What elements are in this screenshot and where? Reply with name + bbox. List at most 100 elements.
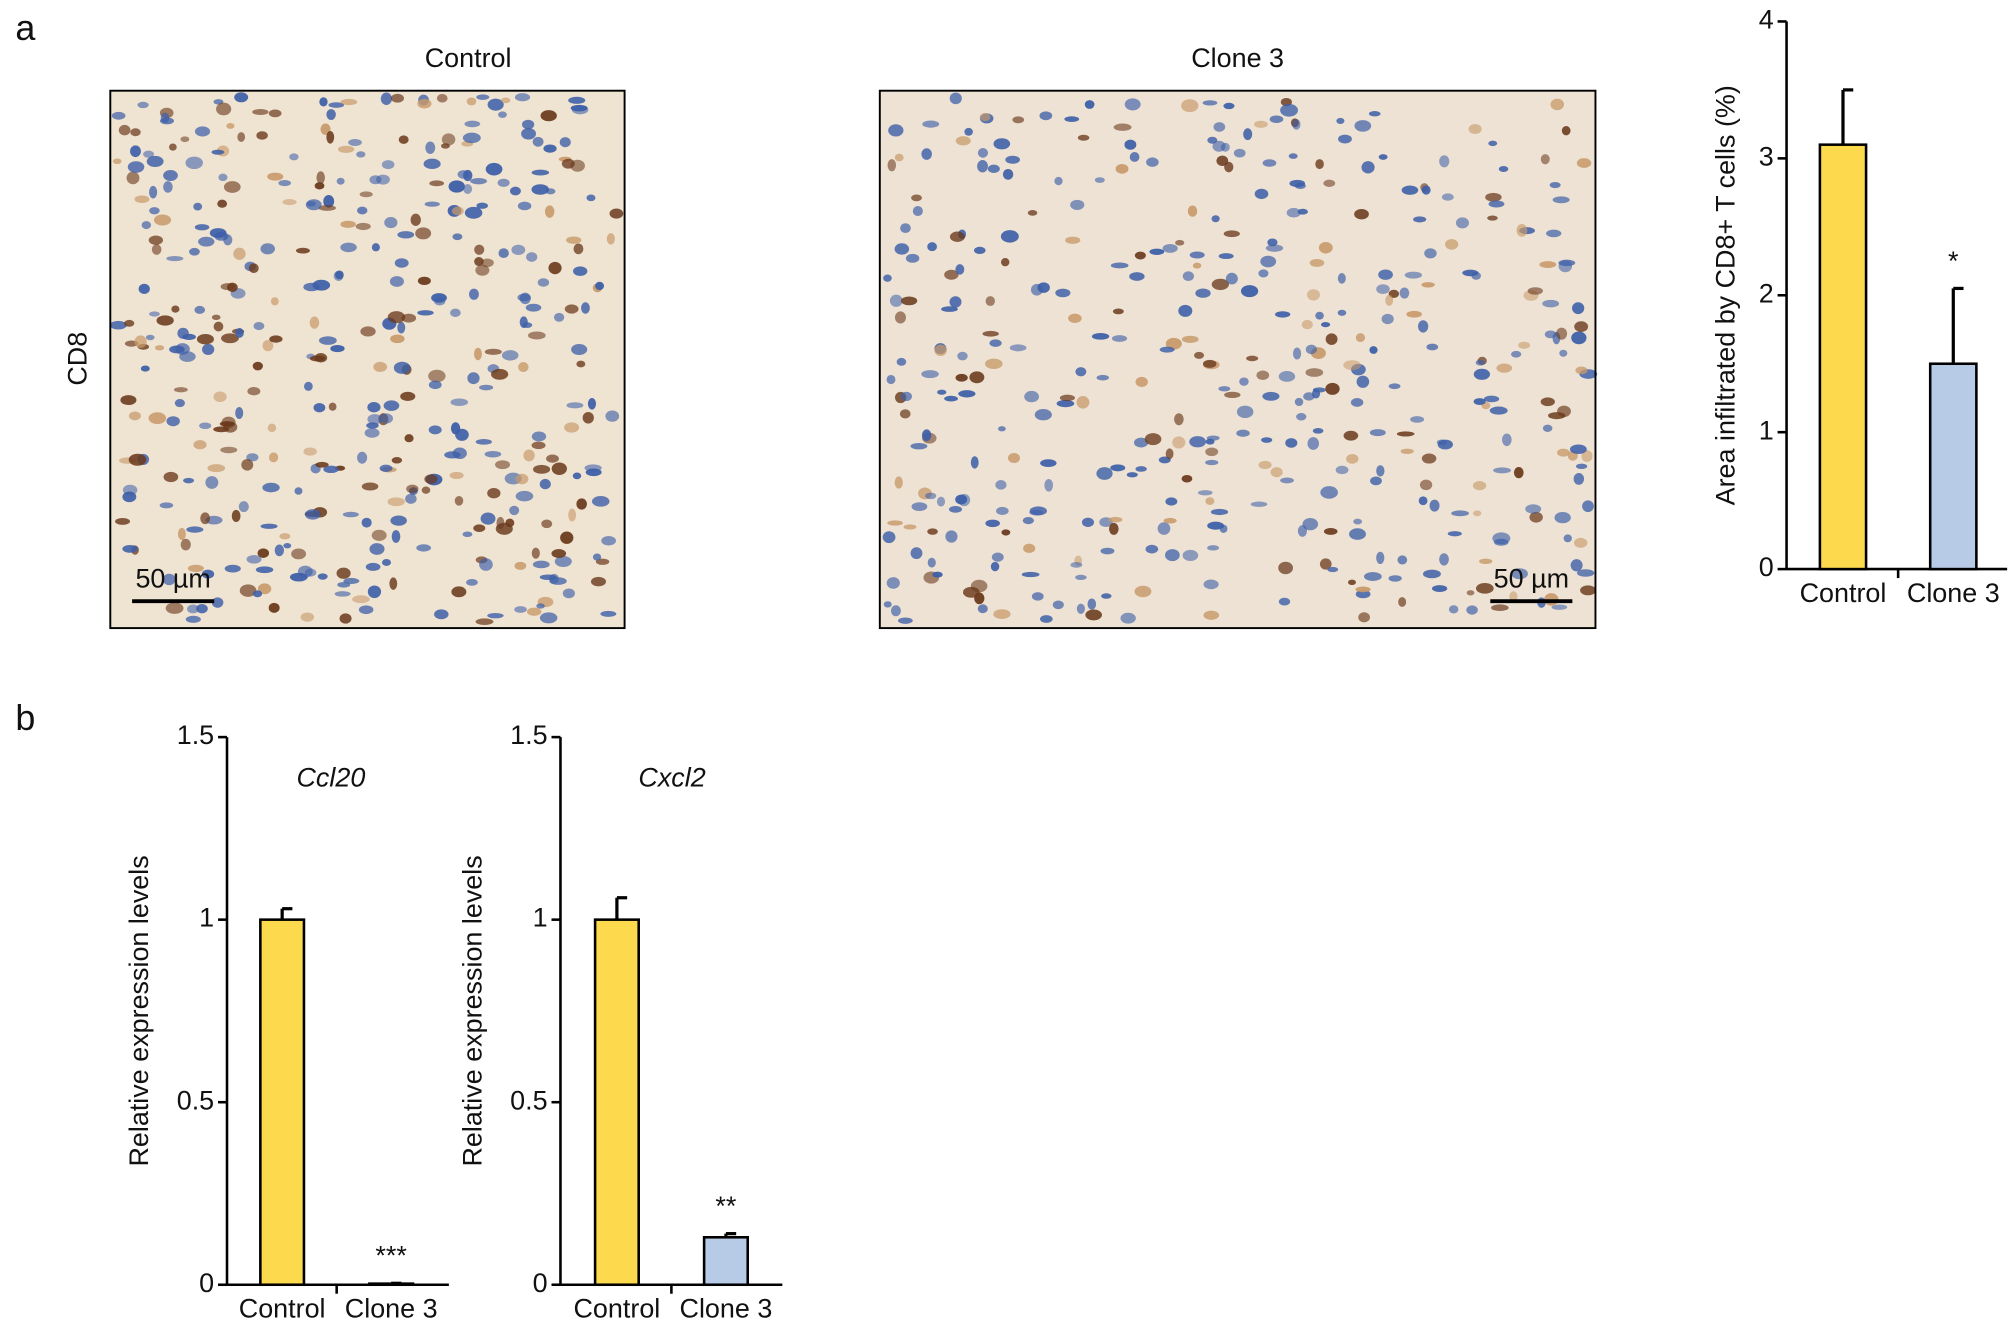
cell xyxy=(428,369,446,383)
cell xyxy=(1571,331,1587,345)
cell xyxy=(1399,287,1410,299)
cell xyxy=(342,511,359,518)
cell xyxy=(549,577,567,585)
cell xyxy=(1254,188,1269,200)
cell xyxy=(309,316,320,329)
cell xyxy=(328,102,345,108)
cell xyxy=(295,247,310,254)
cell xyxy=(1294,182,1306,189)
cell xyxy=(523,449,535,462)
cell xyxy=(303,282,320,292)
cell xyxy=(1233,148,1246,158)
cell xyxy=(429,180,445,187)
cell xyxy=(122,484,138,496)
cell xyxy=(365,562,381,571)
cell xyxy=(223,421,238,433)
cell xyxy=(137,101,149,109)
cell xyxy=(381,160,395,170)
cell xyxy=(282,199,297,206)
cell xyxy=(237,132,246,142)
panel-label: a xyxy=(15,7,35,48)
cell xyxy=(1466,605,1478,615)
cell xyxy=(268,109,282,118)
cell xyxy=(1187,205,1198,217)
cell xyxy=(289,153,299,161)
cell xyxy=(1112,308,1124,315)
y-axis-label: Relative expression levels xyxy=(458,855,488,1166)
cell xyxy=(1286,207,1301,218)
cell xyxy=(1569,444,1587,454)
cell xyxy=(543,144,557,153)
cell xyxy=(397,231,415,239)
cell xyxy=(1315,311,1324,320)
cell xyxy=(1181,474,1193,483)
cell xyxy=(148,235,164,245)
image-title: Control xyxy=(425,43,512,73)
cell xyxy=(1419,479,1433,491)
y-tick-label: 1.5 xyxy=(510,720,547,750)
cell xyxy=(1146,157,1159,167)
cell xyxy=(1307,437,1319,450)
cell xyxy=(424,474,438,484)
cell xyxy=(464,120,481,128)
cell xyxy=(515,490,534,502)
cell xyxy=(582,411,594,424)
cell xyxy=(462,132,481,144)
cell xyxy=(1546,229,1562,238)
cell xyxy=(1181,335,1199,343)
cell xyxy=(1361,161,1375,174)
cell xyxy=(270,297,279,306)
cell xyxy=(921,429,932,442)
cell xyxy=(1210,508,1229,516)
cell xyxy=(1213,122,1226,132)
cell xyxy=(1165,448,1174,460)
cell xyxy=(1262,159,1277,167)
cell xyxy=(1129,152,1140,162)
cell xyxy=(267,423,277,433)
cell xyxy=(1052,600,1064,610)
y-tick-label: 3 xyxy=(1759,141,1774,171)
cell xyxy=(450,422,461,435)
cell xyxy=(1189,436,1207,448)
cell xyxy=(1518,341,1531,349)
cell xyxy=(405,493,417,504)
cell xyxy=(517,293,531,302)
cell xyxy=(1376,465,1385,477)
cell xyxy=(238,501,249,513)
cell xyxy=(993,609,1011,619)
cell xyxy=(361,517,372,528)
cell xyxy=(148,311,160,317)
cell xyxy=(217,199,228,208)
cell xyxy=(1404,271,1423,279)
cell xyxy=(1108,516,1123,523)
cell xyxy=(1441,193,1454,201)
cell xyxy=(1285,438,1298,448)
cell xyxy=(532,560,550,569)
bar xyxy=(1818,143,1868,571)
cell xyxy=(532,136,544,147)
cell xyxy=(1134,585,1152,598)
cell xyxy=(1258,269,1269,278)
cell xyxy=(592,553,602,561)
cell xyxy=(1355,333,1366,343)
cell xyxy=(211,149,225,155)
cell xyxy=(323,194,335,208)
cell xyxy=(1124,139,1137,150)
image-title: Clone 3 xyxy=(1191,43,1284,73)
cell xyxy=(475,264,490,276)
cell xyxy=(1327,566,1339,573)
cell xyxy=(1278,371,1296,382)
cell xyxy=(1007,453,1021,464)
cell xyxy=(1250,501,1268,507)
cell xyxy=(256,131,268,140)
bar xyxy=(593,918,640,1287)
cell xyxy=(138,283,150,294)
cell xyxy=(1540,397,1555,407)
cell xyxy=(934,344,947,357)
x-tick-label: Control xyxy=(1800,578,1887,608)
cell xyxy=(1358,612,1370,623)
cell xyxy=(340,220,356,228)
cell xyxy=(1309,258,1325,267)
cell xyxy=(896,357,907,366)
cell xyxy=(436,93,448,103)
